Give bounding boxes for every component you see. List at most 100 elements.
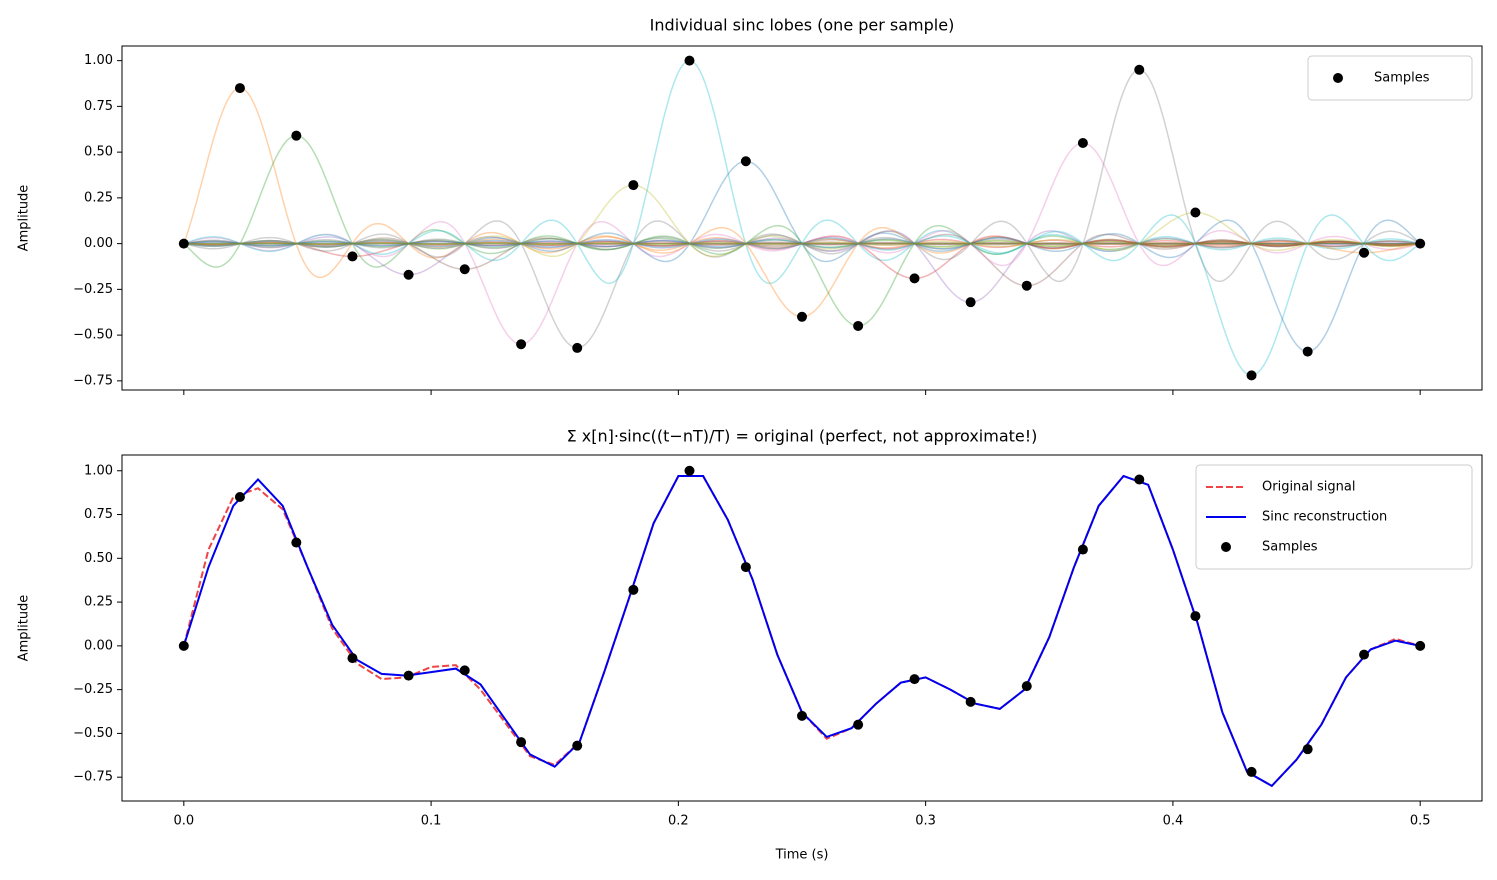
- sample-point: [740, 156, 751, 167]
- sinc-lobe: [183, 224, 1421, 327]
- x-tick-label: 0.2: [668, 814, 689, 829]
- y-axis-label: Amplitude: [17, 595, 32, 662]
- legend-swatch: [1333, 73, 1343, 83]
- y-tick-label: 0.75: [84, 99, 113, 114]
- legend-label: Sinc reconstruction: [1262, 510, 1387, 525]
- y-tick-label: −0.25: [73, 682, 113, 697]
- sample-point: [684, 465, 695, 476]
- legend-swatch: [1221, 542, 1231, 552]
- y-tick-label: −0.50: [73, 328, 113, 343]
- y-tick-label: 0.00: [84, 638, 113, 653]
- sinc-lobe: [183, 240, 1421, 258]
- y-tick-label: 0.50: [84, 551, 113, 566]
- sinc-lobe: [183, 214, 1421, 377]
- sample-point: [572, 342, 583, 353]
- sample-point: [628, 180, 639, 191]
- sample-point: [291, 130, 302, 141]
- sample-point: [797, 311, 807, 322]
- sample-point: [347, 251, 358, 262]
- y-tick-label: 0.00: [84, 236, 113, 251]
- x-tick-label: 0.5: [1410, 814, 1431, 829]
- sample-point: [965, 297, 976, 308]
- sample-point: [1302, 346, 1313, 357]
- sinc-lobe: [183, 69, 1421, 283]
- sample-point: [178, 640, 189, 651]
- legend-box: [1195, 464, 1473, 570]
- sample-point: [1359, 649, 1370, 660]
- sample-point: [909, 674, 920, 685]
- x-tick-label: 0.1: [421, 814, 442, 829]
- sinc-lobe: [183, 142, 1421, 267]
- sinc-lobe: [183, 230, 1421, 303]
- y-tick-label: 0.50: [84, 145, 113, 160]
- axes-frame: [121, 45, 1483, 391]
- sample-point: [572, 740, 583, 751]
- sinc-lobe: [183, 236, 1421, 276]
- sample-point: [1190, 611, 1201, 622]
- sample-point: [1415, 238, 1426, 249]
- sample-point: [403, 269, 414, 280]
- sample-point: [291, 537, 302, 548]
- legend-label: Original signal: [1262, 480, 1355, 495]
- sinc-lobe: [183, 237, 1421, 270]
- y-tick-label: −0.50: [73, 726, 113, 741]
- sinc-lobe: [183, 134, 1421, 268]
- sample-point: [1021, 280, 1032, 291]
- sample-point: [1302, 744, 1313, 755]
- sample-point: [628, 584, 639, 595]
- sinc-lobe: [183, 184, 1421, 258]
- sample-point: [516, 339, 527, 350]
- sample-point: [234, 83, 245, 94]
- chart-title: Individual sinc lobes (one per sample): [650, 16, 955, 35]
- sample-point: [1190, 207, 1201, 218]
- sample-point: [797, 710, 807, 721]
- legend-label: Samples: [1262, 540, 1318, 555]
- sinc-lobe: [183, 87, 1421, 279]
- sample-point: [740, 562, 751, 573]
- x-tick-label: 0.0: [173, 814, 194, 829]
- x-tick-label: 0.3: [915, 814, 936, 829]
- x-tick-label: 0.4: [1163, 814, 1184, 829]
- sample-point: [909, 273, 920, 284]
- sample-point: [403, 670, 414, 681]
- sinc-lobe: [183, 219, 1421, 353]
- y-tick-label: 1.00: [84, 53, 113, 68]
- y-tick-label: 0.75: [84, 507, 113, 522]
- sample-point: [853, 320, 864, 331]
- sample-point: [1077, 137, 1088, 148]
- sample-point: [459, 264, 470, 275]
- y-tick-label: −0.75: [73, 373, 113, 388]
- sinc-lobe: [183, 221, 1421, 345]
- sample-point: [1359, 247, 1370, 258]
- sample-point: [853, 719, 864, 730]
- chart-title: Σ x[n]·sinc((t−nT)/T) = original (perfec…: [567, 427, 1038, 446]
- sample-point: [1246, 370, 1257, 381]
- sample-point: [1077, 544, 1088, 555]
- y-tick-label: −0.25: [73, 282, 113, 297]
- sinc-lobe: [183, 220, 1421, 349]
- sinc-lobe: [183, 240, 1421, 254]
- sinc-lobe: [183, 235, 1421, 280]
- series-line: [182, 474, 1421, 788]
- y-tick-label: 1.00: [84, 463, 113, 478]
- sample-point: [1415, 640, 1426, 651]
- sinc-lobe: [183, 59, 1421, 285]
- y-tick-label: −0.75: [73, 770, 113, 785]
- legend-box: [1307, 55, 1473, 101]
- y-tick-label: 0.25: [84, 595, 113, 610]
- sample-point: [516, 737, 527, 748]
- sample-point: [1246, 766, 1257, 777]
- sample-point: [965, 696, 976, 707]
- sample-point: [1021, 681, 1032, 692]
- sample-point: [1134, 474, 1145, 485]
- sample-point: [459, 665, 470, 676]
- y-axis-label: Amplitude: [17, 185, 32, 252]
- sample-point: [684, 55, 695, 66]
- sample-point: [234, 492, 245, 503]
- sinc-lobe: [183, 233, 1421, 287]
- sample-point: [347, 653, 358, 664]
- legend-label: Samples: [1374, 71, 1430, 86]
- x-axis-label: Time (s): [775, 848, 829, 863]
- y-tick-label: 0.25: [84, 190, 113, 205]
